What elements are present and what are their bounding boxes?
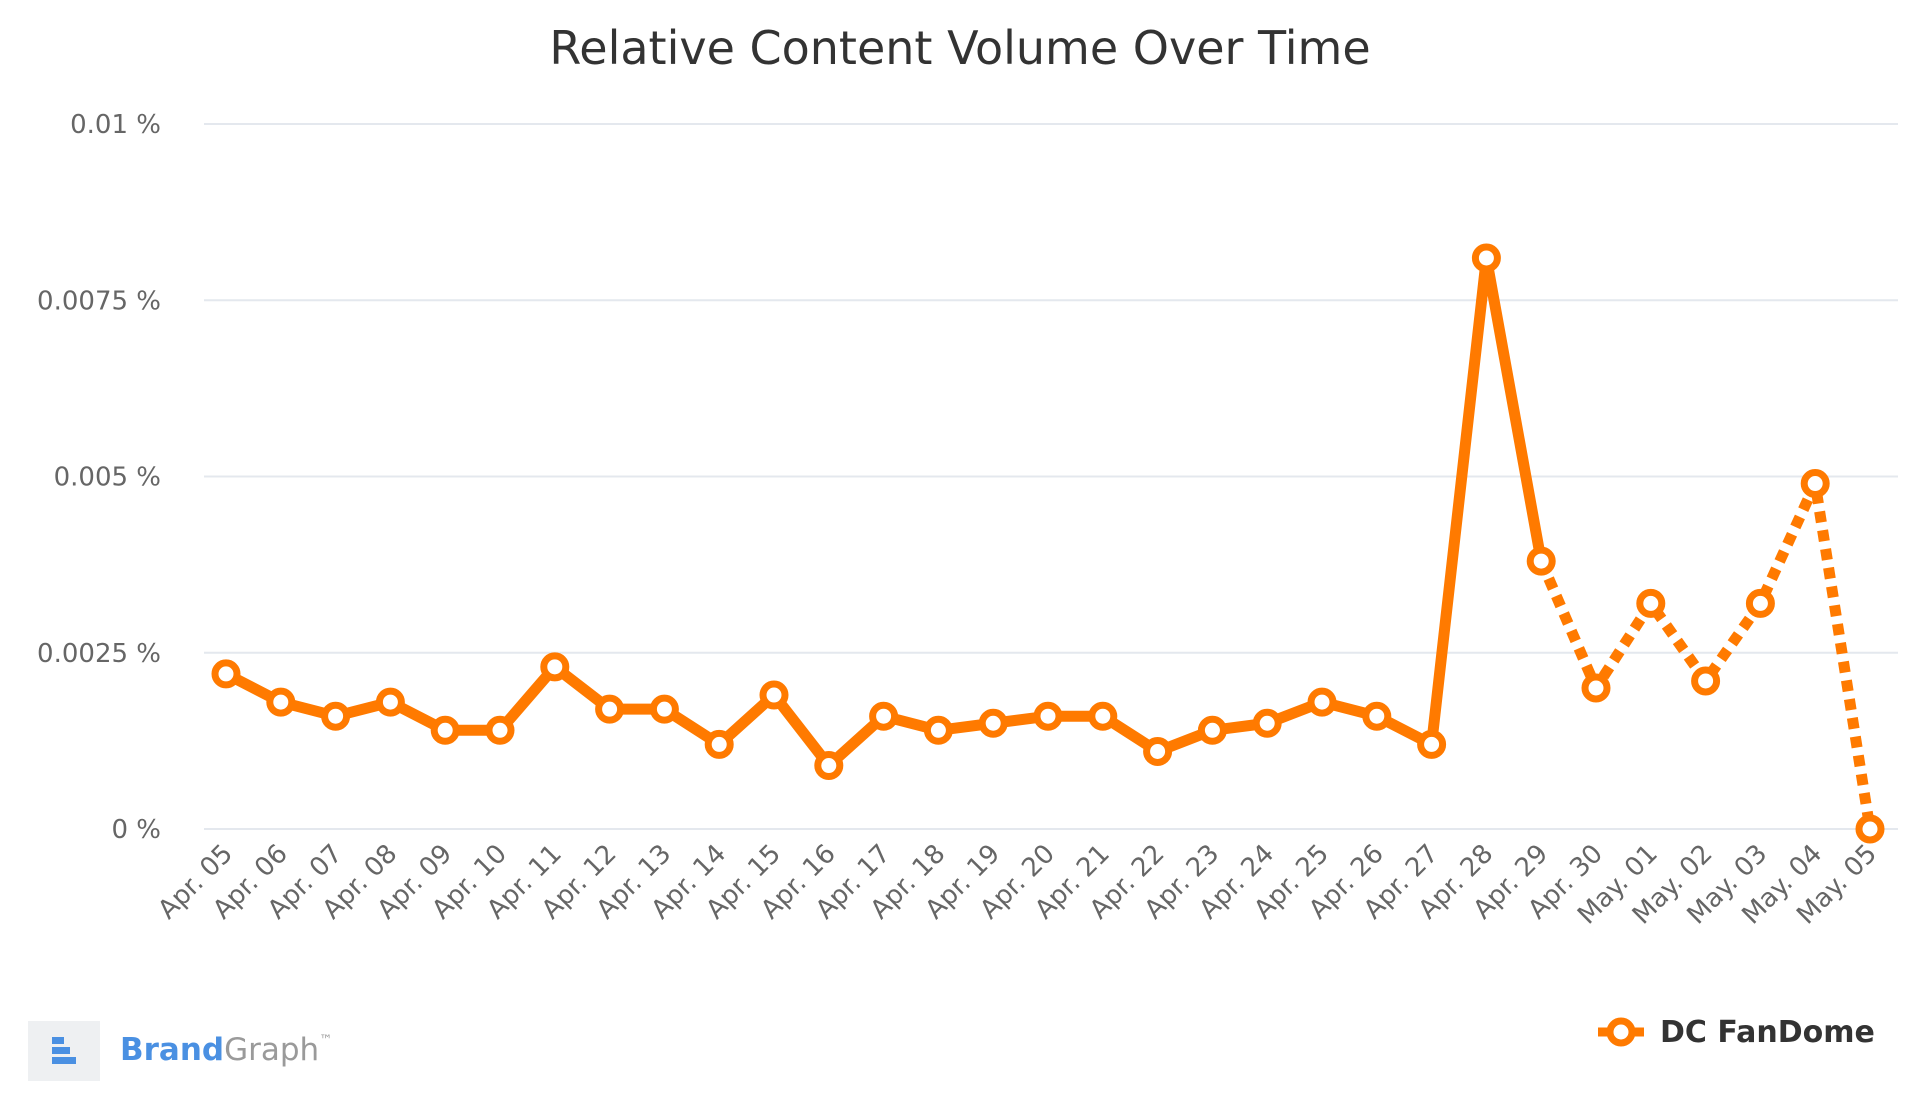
brand-logo: BrandGraph™ [28, 1021, 332, 1081]
y-tick-label: 0 % [111, 815, 161, 845]
y-axis-ticks: 0 % 0.0025 % 0.005 % 0.0075 % 0.01 % [37, 110, 161, 845]
data-point[interactable] [759, 680, 789, 710]
data-point[interactable] [1252, 708, 1282, 738]
series-line-dashed [1536, 478, 1876, 830]
legend-marker-icon [1606, 1017, 1636, 1047]
logo-bar-icon [52, 1057, 76, 1064]
data-point[interactable] [704, 729, 734, 759]
brand-name-part2: Graph [224, 1032, 319, 1068]
chart-title: Relative Content Volume Over Time [549, 21, 1370, 75]
data-point[interactable] [1526, 546, 1556, 576]
data-point[interactable] [923, 715, 953, 745]
brand-trademark: ™ [319, 1033, 332, 1048]
data-point[interactable] [1855, 814, 1885, 844]
data-point[interactable] [595, 694, 625, 724]
data-point[interactable] [1471, 243, 1501, 273]
logo-bar-icon [52, 1047, 70, 1054]
data-point[interactable] [1197, 715, 1227, 745]
data-point[interactable] [1033, 701, 1063, 731]
data-point[interactable] [266, 687, 296, 717]
data-point[interactable] [430, 715, 460, 745]
logo-bar-icon [52, 1037, 64, 1044]
data-point[interactable] [978, 708, 1008, 738]
series-lines [220, 252, 1876, 830]
data-point[interactable] [540, 652, 570, 682]
y-tick-label: 0.005 % [54, 463, 161, 493]
data-point[interactable] [1745, 588, 1775, 618]
data-point[interactable] [1800, 469, 1830, 499]
legend[interactable]: DC FanDome [1598, 1015, 1875, 1050]
data-point[interactable] [1636, 588, 1666, 618]
data-point[interactable] [321, 701, 351, 731]
legend-label: DC FanDome [1660, 1015, 1875, 1050]
data-point[interactable] [1307, 687, 1337, 717]
series-markers [211, 243, 1885, 844]
y-tick-label: 0.0025 % [37, 639, 161, 669]
brand-name-part1: Brand [120, 1032, 224, 1068]
series-line-solid [220, 252, 1547, 772]
y-tick-label: 0.0075 % [37, 286, 161, 316]
data-point[interactable] [649, 694, 679, 724]
data-point[interactable] [814, 751, 844, 781]
data-point[interactable] [1417, 729, 1447, 759]
data-point[interactable] [485, 715, 515, 745]
data-point[interactable] [375, 687, 405, 717]
data-point[interactable] [211, 659, 241, 689]
y-tick-label: 0.01 % [70, 110, 161, 140]
data-point[interactable] [1691, 666, 1721, 696]
data-point[interactable] [1362, 701, 1392, 731]
data-point[interactable] [1581, 673, 1611, 703]
data-point[interactable] [869, 701, 899, 731]
data-point[interactable] [1143, 736, 1173, 766]
data-point[interactable] [1088, 701, 1118, 731]
brand-name: BrandGraph™ [120, 1032, 332, 1068]
